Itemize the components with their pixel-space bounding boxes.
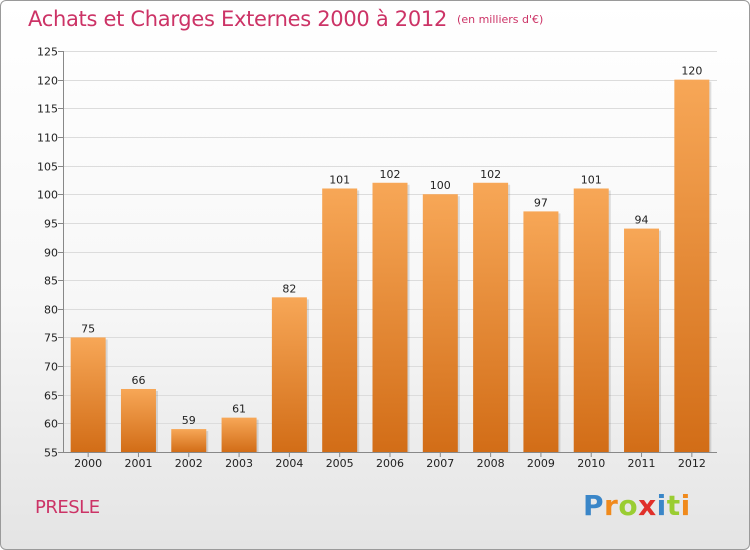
bar-2006 (372, 182, 408, 452)
logo-letter: i (656, 489, 667, 522)
x-tick-label: 2006 (376, 457, 404, 470)
bar-value-label: 101 (581, 173, 602, 186)
logo-letter: P (583, 489, 605, 522)
y-tick-label: 65 (44, 390, 58, 403)
y-tick-label: 105 (37, 161, 58, 174)
logo-letter: x (638, 489, 657, 522)
x-tick-label: 2008 (477, 457, 505, 470)
y-tick-label: 85 (44, 275, 58, 288)
bar-2007 (422, 194, 458, 452)
y-tick-label: 55 (44, 447, 58, 460)
bar-2000 (70, 337, 106, 452)
bar-2012 (674, 79, 710, 453)
y-tick-label: 80 (44, 304, 58, 317)
x-tick-label: 2002 (175, 457, 203, 470)
bar-value-label: 100 (430, 179, 451, 192)
x-tick-label: 2001 (124, 457, 152, 470)
x-tick-label: 2009 (527, 457, 555, 470)
logo-letter: t (666, 489, 681, 522)
y-tick-label: 100 (37, 189, 58, 202)
x-tick-label: 2005 (326, 457, 354, 470)
bar-value-label: 102 (380, 168, 401, 181)
bar-value-label: 75 (81, 322, 95, 335)
y-tick-label: 95 (44, 218, 58, 231)
x-tick-label: 2010 (577, 457, 605, 470)
logo-letter: o (618, 489, 639, 522)
bar-value-label: 120 (681, 65, 702, 78)
bar-value-label: 61 (232, 403, 246, 416)
bar-value-label: 101 (329, 173, 350, 186)
bar-2004 (271, 297, 307, 452)
bar-value-label: 66 (131, 374, 145, 387)
bar-2009 (523, 211, 559, 452)
x-tick-label: 2007 (426, 457, 454, 470)
bar-2002 (171, 429, 207, 452)
y-tick-label: 70 (44, 361, 58, 374)
y-tick-label: 60 (44, 418, 58, 431)
y-tick-label: 115 (37, 103, 58, 116)
x-tick-label: 2011 (628, 457, 656, 470)
bar-2010 (573, 188, 609, 452)
logo-letter: i (680, 489, 691, 522)
x-tick-label: 2012 (678, 457, 706, 470)
x-tick-label: 2004 (275, 457, 303, 470)
commune-name: PRESLE (35, 497, 100, 518)
bar-value-label: 59 (182, 414, 196, 427)
chart-title: Achats et Charges Externes 2000 à 2012 (28, 7, 448, 31)
y-tick-label: 125 (37, 46, 58, 59)
bar-2005 (322, 188, 358, 452)
x-tick-label: 2000 (74, 457, 102, 470)
logo-letter: r (604, 489, 619, 522)
y-tick-label: 75 (44, 332, 58, 345)
bar-value-label: 97 (534, 196, 548, 209)
bar-2011 (624, 228, 660, 452)
bar-value-label: 102 (480, 168, 501, 181)
y-tick-label: 90 (44, 247, 58, 260)
bar-2003 (221, 417, 257, 452)
bar-value-label: 94 (635, 214, 649, 227)
proxiti-logo[interactable]: Proxiti (583, 489, 691, 522)
bar-value-label: 82 (282, 282, 296, 295)
y-tick-label: 120 (37, 75, 58, 88)
bar-2001 (120, 388, 156, 452)
title-row: Achats et Charges Externes 2000 à 2012 (e… (28, 7, 543, 31)
y-tick-label: 110 (37, 132, 58, 145)
x-tick-label: 2003 (225, 457, 253, 470)
bar-2008 (473, 182, 509, 452)
chart-subtitle: (en milliers d'€) (457, 13, 544, 26)
